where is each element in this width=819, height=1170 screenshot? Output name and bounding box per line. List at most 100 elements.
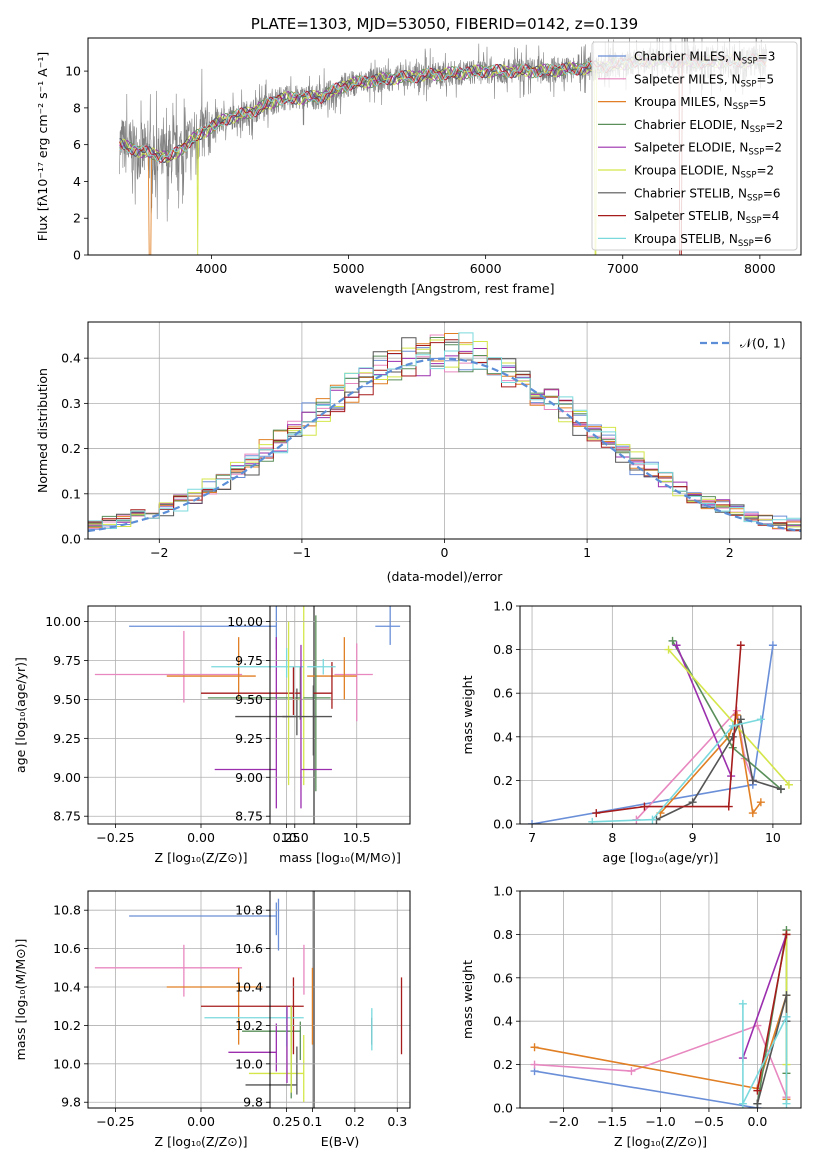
spectrum-frame	[87, 37, 802, 256]
weight-vs-Z-xtick-label: −1.5	[597, 1114, 627, 1129]
age-vs-Z-axes: −0.25 0.00 0.25 8.75 9.00 9.25 9.50 9.75 10.00	[45, 606, 314, 845]
weight-vs-age-ylabel: mass weight	[460, 675, 475, 754]
weight-vs-Z-ytick-label: 0.6	[493, 970, 513, 985]
mass-vs-Z-xtick-label: −0.25	[96, 1114, 134, 1129]
spectrum-xtick-label: 8000	[744, 261, 776, 276]
age-vs-mass-ytick-label: 10.00	[227, 614, 263, 629]
legend-sub: SSP	[738, 239, 754, 249]
weight-vs-age-marker	[768, 641, 777, 650]
spectrum-xtick-label: 7000	[607, 261, 639, 276]
legend-sub: SSP	[742, 57, 758, 67]
weight-vs-Z-axes: −2.0 −1.5 −1.0 −0.5 0.0 0.0 0.2 0.4 0.6 0.8 1.0	[493, 884, 801, 1129]
legend-count: =4	[762, 209, 780, 223]
age-vs-mass-ytick-label: 9.25	[235, 731, 263, 746]
weight-vs-age-marker	[664, 645, 673, 654]
weight-vs-age-ytick-label: 0.0	[493, 817, 513, 832]
mass-vs-Z-point-5	[248, 1035, 305, 1103]
age-vs-Z-ytick-label: 9.75	[53, 653, 81, 668]
residuals-axes: −2 −1 0 1 2 0.0 0.1 0.2 0.3 0.4	[61, 322, 801, 560]
weight-vs-age-marker	[748, 776, 757, 785]
weight-vs-age-marker	[592, 809, 601, 818]
weight-vs-Z-ytick-label: 1.0	[493, 884, 513, 899]
weight-vs-age-marker	[724, 802, 733, 811]
age-vs-mass-xtick-label: 10.0	[281, 830, 309, 845]
age-vs-mass-point-0	[375, 606, 401, 645]
weight-vs-Z-xtick-label: −2.0	[548, 1114, 578, 1129]
weight-vs-age-marker	[688, 798, 697, 807]
age-vs-Z-point-7	[201, 666, 301, 715]
age-vs-Z-point-1	[94, 630, 243, 703]
age-vs-mass-xlabel: mass [log₁₀(M/M⊙)]	[279, 850, 401, 865]
age-vs-mass-point-8	[307, 658, 336, 675]
mass-vs-Z-ylabel: mass [log₁₀(M/M⊙)]	[13, 939, 28, 1061]
weight-vs-age-ytick-label: 0.6	[493, 686, 513, 701]
weight-vs-Z-xlabel: Z [log₁₀(Z/Z⊙)]	[614, 1134, 707, 1149]
mass-vs-EBV-ytick-label: 10.4	[235, 980, 263, 995]
mass-vs-Z-xlabel: Z [log₁₀(Z/Z⊙)]	[155, 1134, 248, 1149]
weight-vs-age-marker	[756, 715, 765, 724]
legend-sub: SSP	[746, 216, 762, 226]
legend-count: =5	[756, 72, 774, 86]
mass-vs-EBV-xtick-label: 0.2	[345, 1114, 365, 1129]
age-vs-mass-ytick-label: 9.75	[235, 653, 263, 668]
weight-vs-Z-ylabel: mass weight	[460, 960, 475, 1039]
residuals-xtick-label: 0	[441, 545, 449, 560]
mass-vs-EBV-xtick-label: 0.1	[302, 1114, 322, 1129]
weight-vs-Z-line-4	[742, 934, 788, 1059]
mass-vs-EBV-axes: 0.1 0.2 0.3 9.8 10.0 10.2 10.4 10.6 10.8	[235, 891, 410, 1129]
spectrum-ytick-label: 10	[65, 64, 81, 79]
mass-vs-Z-frame	[87, 890, 315, 1109]
weight-vs-age-marker	[640, 802, 649, 811]
mass-vs-Z-xtick-label: 0.25	[273, 1114, 301, 1129]
weight-vs-age-ytick-label: 0.4	[493, 729, 513, 744]
residuals-xtick-label: −1	[293, 545, 311, 560]
legend-box	[591, 41, 798, 251]
spectrum-xtick-label: 4000	[195, 261, 227, 276]
weight-vs-age-line-8	[592, 718, 762, 823]
weight-vs-age-ytick-label: 0.2	[493, 773, 513, 788]
mass-vs-EBV-xtick-label: 0.3	[387, 1114, 407, 1129]
weight-vs-age-marker	[528, 820, 537, 824]
residuals-legend: 𝒩(0, 1)	[700, 336, 786, 351]
mass-vs-Z-point-1	[94, 944, 243, 997]
age-vs-Z-xtick-label: −0.25	[96, 830, 134, 845]
mass-vs-EBV-ytick-label: 10.8	[235, 903, 263, 918]
legend-sub: SSP	[733, 102, 749, 112]
residuals-ytick-label: 0.4	[61, 351, 81, 366]
spectrum-xtick-label: 5000	[333, 261, 365, 276]
spectrum-title: PLATE=1303, MJD=53050, FIBERID=0142, z=0…	[251, 15, 638, 33]
mass-vs-EBV-ytick-label: 10.0	[235, 1056, 263, 1071]
weight-vs-age-frame	[519, 605, 802, 825]
legend-sub: SSP	[741, 79, 757, 89]
legend-count: =2	[764, 141, 782, 155]
weight-vs-Z-plot	[530, 926, 791, 1108]
legend-count: =3	[758, 50, 776, 64]
age-vs-mass-point-3	[303, 615, 331, 792]
age-vs-mass-point-4	[300, 644, 332, 809]
residual-hist-7	[88, 339, 801, 532]
mass-vs-Z-plot	[94, 902, 305, 1103]
mass-vs-Z-ytick-label: 10.8	[53, 903, 81, 918]
legend-sub: SSP	[741, 171, 757, 181]
age-vs-mass-ytick-label: 9.00	[235, 770, 263, 785]
age-vs-mass-axes: 10.0 10.5 8.75 9.00 9.25 9.50 9.75 10.00	[227, 606, 410, 845]
mass-vs-EBV-ytick-label: 10.2	[235, 1018, 263, 1033]
weight-vs-age-marker	[648, 815, 657, 824]
weight-vs-Z-marker	[753, 1086, 762, 1095]
legend-entry: Kroupa ELODIE, NSSP=2	[634, 164, 774, 181]
spectrum-ytick-label: 4	[73, 174, 81, 189]
weight-vs-age-plot	[528, 636, 793, 824]
spectrum-legend: Chabrier MILES, NSSP=3 Salpeter MILES, NS…	[591, 41, 798, 251]
age-vs-mass-point-1	[334, 643, 373, 722]
age-vs-Z-ytick-label: 9.25	[53, 731, 81, 746]
residual-hist-8	[88, 332, 801, 529]
weight-vs-age-marker	[728, 721, 737, 730]
gaussian-curve	[88, 357, 801, 533]
legend-sub: SSP	[750, 125, 766, 135]
weight-vs-age-xtick-label: 10	[765, 830, 781, 845]
age-vs-mass-point-6	[282, 685, 332, 756]
weight-vs-age-xtick-label: 8	[608, 830, 616, 845]
age-vs-mass-plot	[282, 606, 401, 809]
age-vs-Z-point-2	[166, 637, 256, 700]
